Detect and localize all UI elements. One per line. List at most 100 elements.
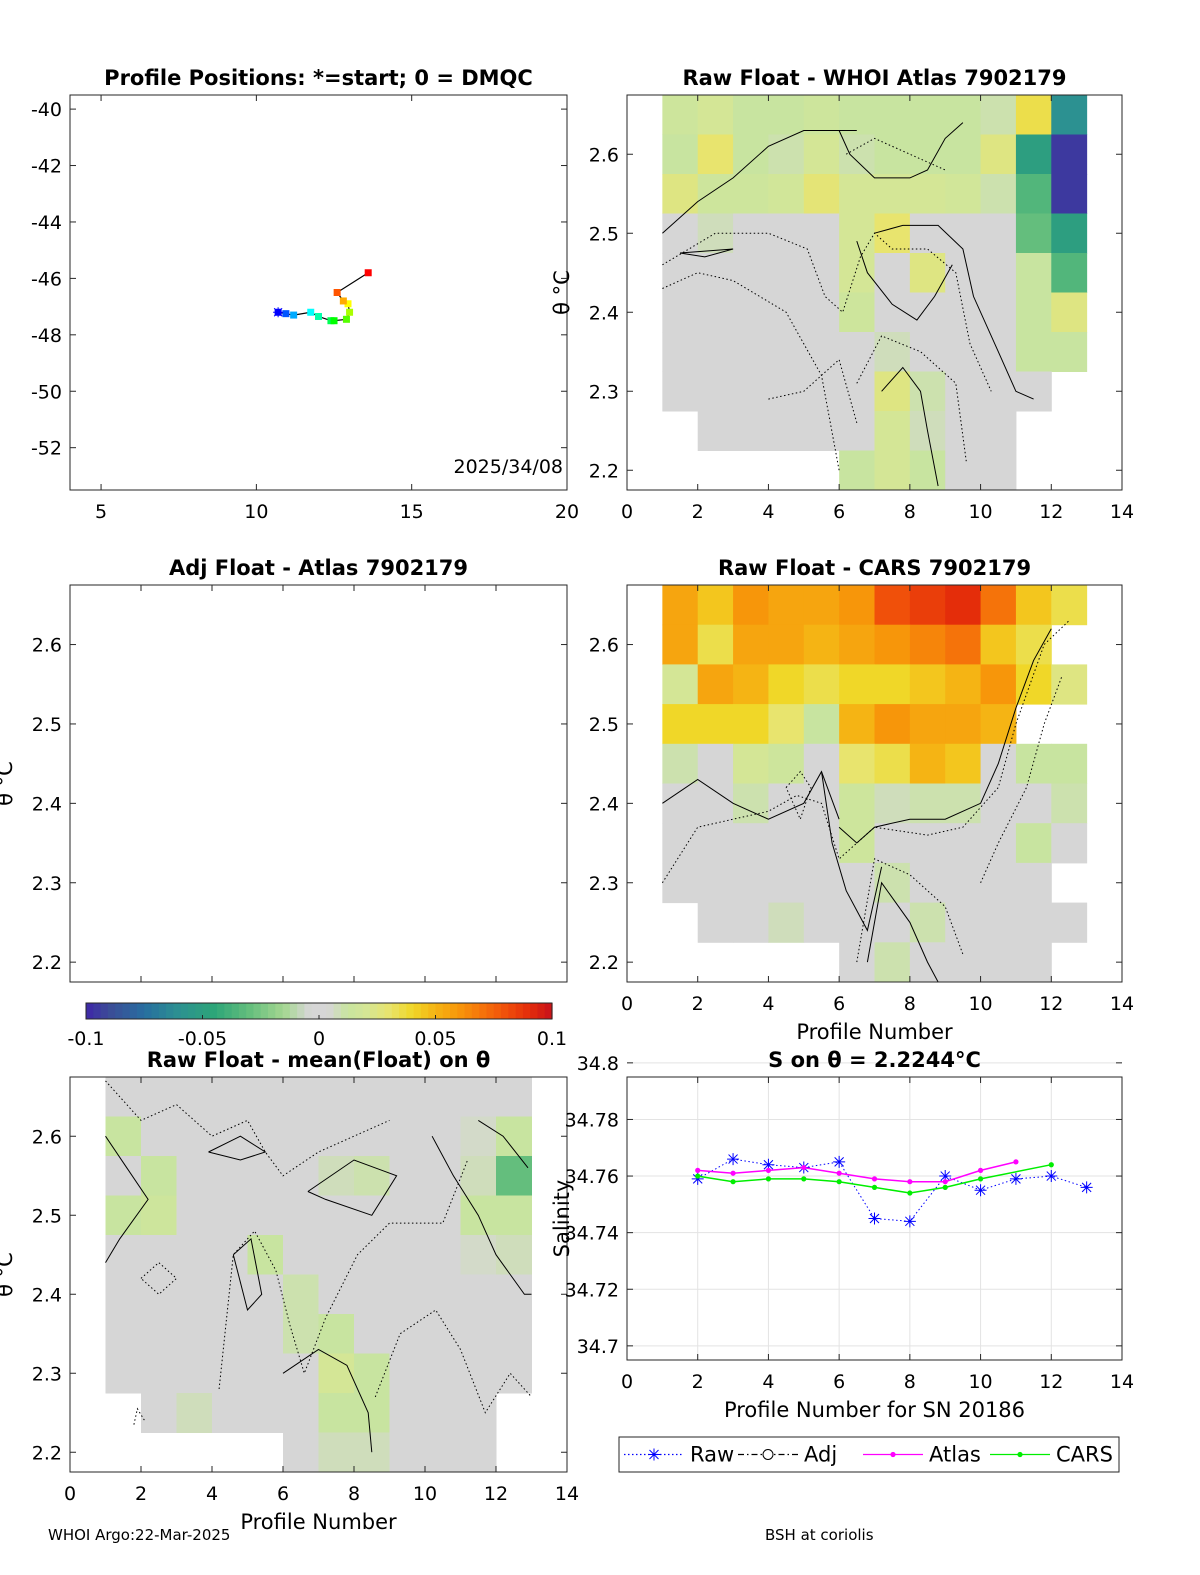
whoi-heat-cell (803, 371, 840, 412)
cars-heat-cell (874, 704, 911, 745)
cars-heat-cell (945, 704, 982, 745)
positions-profile-marker (344, 300, 352, 308)
whoi-heat-cell (909, 371, 946, 412)
whoi-xtick-label: 4 (762, 501, 774, 523)
legend-adj-marker (762, 1449, 774, 1460)
mean-heat-cell (425, 1432, 461, 1473)
whoi-heat-cell (839, 213, 875, 254)
whoi-ytick-label: 2.6 (589, 144, 619, 166)
whoi-heat-cell (733, 174, 769, 214)
cars-heat-cell (768, 704, 805, 745)
whoi-xtick-label: 0 (621, 501, 633, 523)
whoi-heat-cell (803, 292, 840, 333)
whoi-heat-cell (1051, 95, 1088, 135)
whoi-xtick-label: 6 (833, 501, 845, 523)
colorbar-segment (333, 1003, 342, 1019)
whoi-contour-line (662, 272, 840, 471)
whoi-heat-cell (662, 371, 699, 412)
mean-xtick-label: 8 (348, 1483, 360, 1505)
cars-heat-cell (980, 902, 1017, 943)
cars-axes-box (626, 584, 1123, 983)
colorbar-segment (420, 1003, 429, 1019)
cars-heat-cell (733, 862, 769, 904)
salinity-xtick-label: 8 (904, 1371, 916, 1393)
cars-ytick-label: 2.6 (589, 635, 619, 657)
whoi-heat-cell (945, 332, 982, 372)
mean-heat-cell (212, 1195, 248, 1236)
mean-heat-cell (141, 1235, 177, 1275)
salinity-point-raw (974, 1184, 987, 1197)
cars-heat-cell (733, 823, 769, 864)
salinity-xtick-label: 4 (762, 1371, 774, 1393)
adj-title: Adj Float - Atlas 7902179 (169, 556, 468, 580)
salinity-point-atlas (801, 1164, 807, 1171)
whoi-heat-cell (1015, 174, 1052, 214)
mean-heat-cell (176, 1314, 213, 1354)
legend-adj-label: Adj (804, 1443, 837, 1467)
footer-left: WHOI Argo:22-Mar-2025 (48, 1526, 231, 1544)
colorbar-segment (129, 1003, 138, 1019)
cars-heat-cell (874, 743, 911, 784)
whoi-heat-cell (1051, 134, 1088, 175)
mean-heat-cell (354, 1432, 390, 1473)
whoi-heat-cell (1051, 213, 1088, 254)
salinity-point-cars (765, 1176, 772, 1182)
mean-xtick-label: 0 (64, 1483, 76, 1505)
colorbar-segment (151, 1003, 160, 1019)
whoi-heat-cell (768, 134, 805, 175)
colorbar-segment (508, 1003, 517, 1019)
colorbar-segment (144, 1003, 153, 1019)
cars-heat-cell (697, 902, 734, 943)
cars-heat-cell (874, 585, 911, 626)
colorbar-segment (268, 1003, 276, 1019)
whoi-heat-cell (1015, 134, 1052, 175)
cars-heat-cell (662, 624, 699, 665)
whoi-heat-cell (945, 213, 982, 254)
whoi-heat-cell (874, 332, 911, 372)
whoi-heat-cell (733, 253, 769, 293)
colorbar-segment (209, 1003, 218, 1019)
colorbar-segment (493, 1003, 502, 1019)
adj-ytick-label: 2.6 (32, 635, 62, 657)
colorbar-segment (100, 1003, 109, 1019)
colorbar-segment (486, 1003, 495, 1019)
whoi-heat-cell (909, 134, 946, 175)
mean-contour-line (105, 1135, 149, 1263)
whoi-heat-cell (697, 292, 734, 333)
whoi-heat-cell (945, 134, 982, 175)
whoi-heat-cell (733, 292, 769, 333)
salinity-point-raw (903, 1215, 916, 1228)
colorbar-segment (289, 1003, 298, 1019)
mean-heat-cell (105, 1195, 142, 1236)
whoi-contour-line (856, 240, 953, 321)
mean-heat-cell (354, 1116, 390, 1157)
cars-heat-cell (1015, 902, 1052, 943)
cars-heat-cell (839, 743, 875, 784)
cars-heat-cell (839, 704, 875, 745)
cars-heat-cell (945, 942, 982, 983)
whoi-heat-cell (662, 213, 699, 254)
mean-heat-cell (425, 1077, 461, 1117)
colorbar-segment (224, 1003, 233, 1019)
whoi-heat-cell (803, 411, 840, 451)
adj-ytick-label: 2.3 (32, 873, 62, 895)
adj-ytick-label: 2.5 (32, 714, 62, 736)
cars-heat-cell (1015, 862, 1052, 904)
whoi-heat-cell (945, 292, 982, 333)
cars-heat-cell (697, 664, 734, 705)
positions-start-marker (273, 307, 284, 318)
whoi-heat-cell (1015, 371, 1052, 412)
salinity-xtick-label: 14 (1110, 1371, 1134, 1393)
mean-ytick-label: 2.4 (32, 1284, 62, 1306)
positions-profile-marker (330, 317, 338, 325)
cars-heat-cell (768, 902, 805, 943)
whoi-heat-cell (662, 332, 699, 372)
footer-right: BSH at coriolis (765, 1526, 874, 1544)
whoi-heat-cell (839, 371, 875, 412)
mean-heat-cell (354, 1393, 390, 1433)
salinity-point-atlas (1013, 1159, 1019, 1165)
whoi-heat-cell (697, 332, 734, 372)
cars-heat-cell (697, 783, 734, 824)
salinity-xtick-label: 6 (833, 1371, 845, 1393)
mean-heat-cell (496, 1156, 532, 1196)
